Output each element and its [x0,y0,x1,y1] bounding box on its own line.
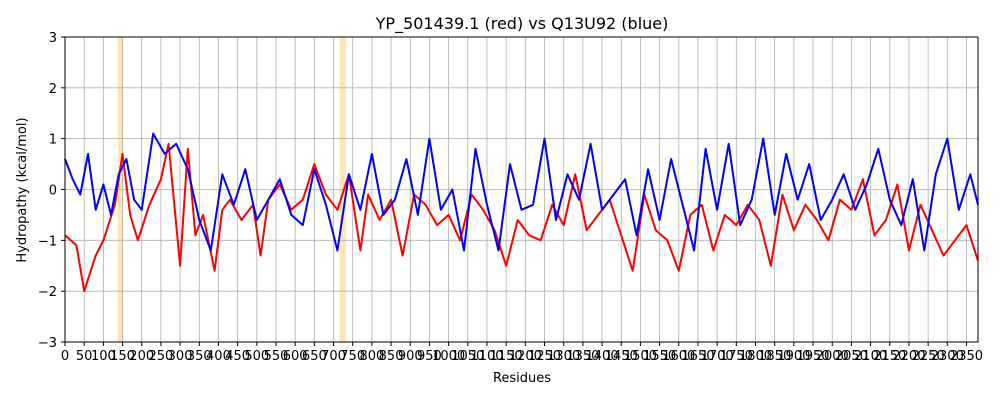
x-tick-label: 1350 [566,349,599,364]
x-tick-label: 1500 [624,349,657,364]
x-tick-label: 900 [398,349,423,364]
x-tick-label: 2000 [816,349,849,364]
x-tick-label: 1300 [547,349,580,364]
x-tick-label: 1100 [470,349,503,364]
x-tick-label: 1600 [662,349,695,364]
x-tick-label: 2350 [950,349,983,364]
x-tick-label: 2050 [835,349,868,364]
chart-title: YP_501439.1 (red) vs Q13U92 (blue) [375,14,669,34]
x-tick-label: 250 [148,349,173,364]
x-tick-label: 300 [168,349,193,364]
plot-area: 0 501001502002503003504004505005506006507… [38,31,983,364]
x-tick-label: 100 [91,349,116,364]
x-tick-label: 2250 [912,349,945,364]
x-tick-label: 200 [129,349,154,364]
y-tick-label: 1 [49,133,57,148]
x-tick-label: 850 [379,349,404,364]
x-tick-label: 1050 [451,349,484,364]
x-tick-label: 350 [187,349,212,364]
x-tick-label: 400 [206,349,231,364]
y-tick-label: 3 [49,31,57,46]
x-tick-label: 450 [225,349,250,364]
x-tick-label: 2150 [873,349,906,364]
x-tick-label: 1150 [490,349,523,364]
x-tick-label: 800 [359,349,384,364]
x-tick-label: 1400 [586,349,619,364]
x-tick-label: 2100 [854,349,887,364]
x-tick-label: 1900 [777,349,810,364]
series-line-blue [64,132,979,252]
x-tick-label: 750 [340,349,365,364]
x-tick-label: 550 [264,349,289,364]
y-tick-label: 2 [49,82,57,97]
x-tick-label: 150 [110,349,135,364]
x-tick-label: 950 [417,349,442,364]
x-tick-label: 1450 [605,349,638,364]
x-tick-label: 1750 [720,349,753,364]
x-tick-label: 1650 [681,349,714,364]
x-tick-label: 700 [321,349,346,364]
x-tick-label: 1800 [739,349,772,364]
x-tick-label: 1000 [432,349,465,364]
x-tick-label: 1200 [509,349,542,364]
x-axis-label: Residues [493,371,551,386]
x-tick-label: 2300 [931,349,964,364]
series-line-red [64,142,979,293]
x-tick-label: 650 [302,349,327,364]
x-tick-label: 1850 [758,349,791,364]
x-tick-label: 600 [283,349,308,364]
x-tick-label: 1950 [796,349,829,364]
y-tick-label: −3 [38,336,57,351]
x-tick-label: 50 [76,349,93,364]
x-tick-label: 500 [244,349,269,364]
x-tick-label: 1250 [528,349,561,364]
x-tick-label: 1700 [701,349,734,364]
y-axis-label: Hydropathy (kcal/mol) [15,117,30,262]
y-tick-label: −2 [38,285,57,300]
x-tick-label: 0 [61,349,69,364]
x-tick-label: 2200 [892,349,925,364]
y-tick-label: −1 [38,234,57,249]
x-tick-label: 1550 [643,349,676,364]
y-tick-label: 0 [49,184,57,199]
